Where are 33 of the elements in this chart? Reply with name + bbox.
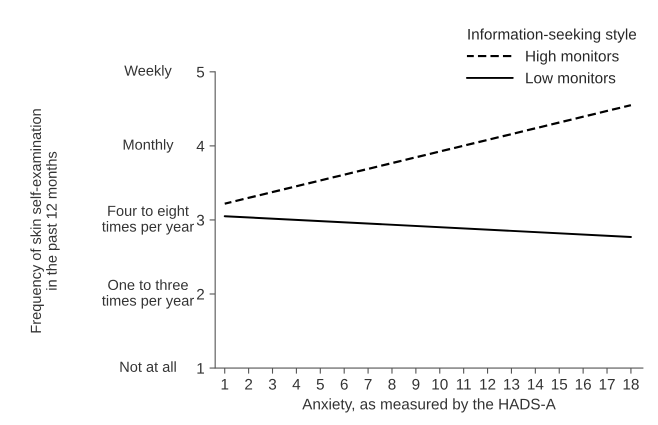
x-tick-label: 5	[316, 379, 324, 390]
y-tick-label: 1	[197, 363, 204, 374]
x-tick-label: 6	[340, 378, 348, 390]
x-tick-label: 4	[292, 379, 300, 390]
x-tick-label: 14	[528, 379, 544, 390]
legend-title: Information-seeking style	[468, 28, 636, 43]
x-tick-label: 1	[222, 379, 228, 390]
x-tick-label: 17	[600, 379, 615, 390]
text: Weekly	[124, 65, 172, 79]
text: One to three times per year	[102, 279, 194, 309]
x-tick-label: 7	[364, 379, 372, 390]
text: Four to eight times per year	[102, 205, 194, 235]
x-tick-label: 12	[480, 378, 496, 390]
x-tick-label: 9	[412, 378, 420, 390]
x-tick-label: 13	[504, 378, 520, 390]
x-tick-label: 18	[624, 378, 639, 390]
x-tick-label: 16	[576, 378, 591, 390]
x-tick-label: 11	[456, 379, 471, 390]
x-axis-title: Anxiety, as measured by the HADS-A	[302, 398, 556, 413]
text: Monthly	[124, 139, 174, 153]
legend-label: High monitors	[526, 50, 619, 65]
legend-label: Low monitors	[526, 72, 616, 84]
x-tick-label: 8	[388, 378, 396, 390]
text: Not at all	[120, 361, 176, 372]
x-tick-label: 3	[268, 378, 276, 390]
x-tick-label: 2	[245, 378, 252, 390]
y-tick-label: 5	[196, 66, 204, 78]
x-tick-label: 15	[552, 379, 568, 390]
y-tick-label: 2	[197, 288, 204, 300]
x-tick-label: 10	[432, 378, 448, 390]
text: Frequency of skin self-examination in the past 12 months	[30, 109, 60, 332]
y-tick-label: 4	[196, 140, 204, 152]
y-tick-label: 3	[196, 214, 204, 226]
